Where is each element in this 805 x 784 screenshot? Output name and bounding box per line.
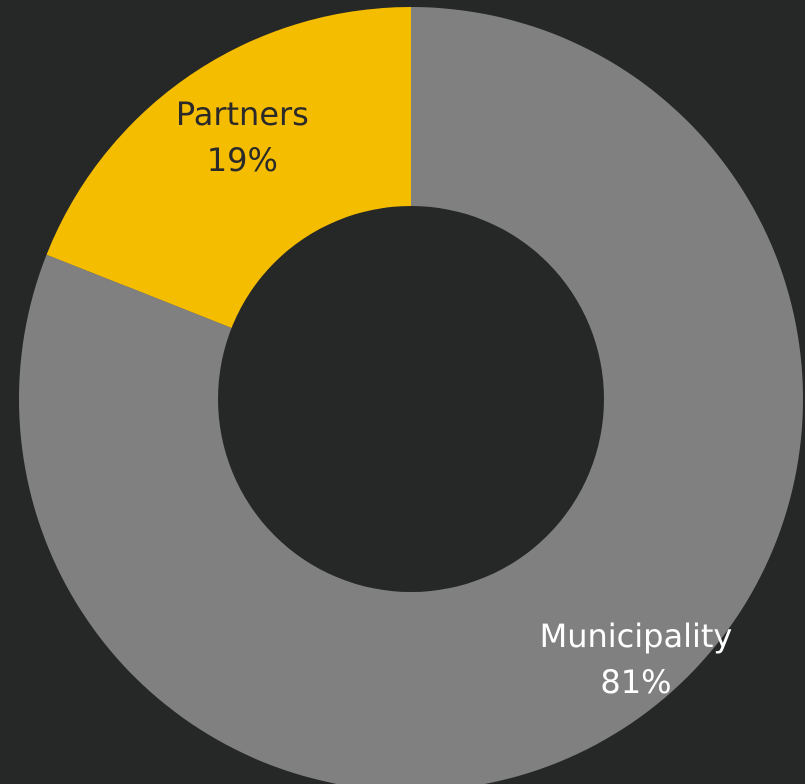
slice-label-municipality: Municipality	[540, 617, 733, 655]
slice-value-municipality: 81%	[600, 663, 671, 701]
slice-value-partners: 19%	[207, 141, 278, 179]
labels-layer: Partners 19% Municipality 81%	[176, 95, 732, 701]
slice-municipality	[19, 7, 803, 784]
slice-label-partners: Partners	[176, 95, 309, 133]
donut-hole	[218, 206, 604, 592]
